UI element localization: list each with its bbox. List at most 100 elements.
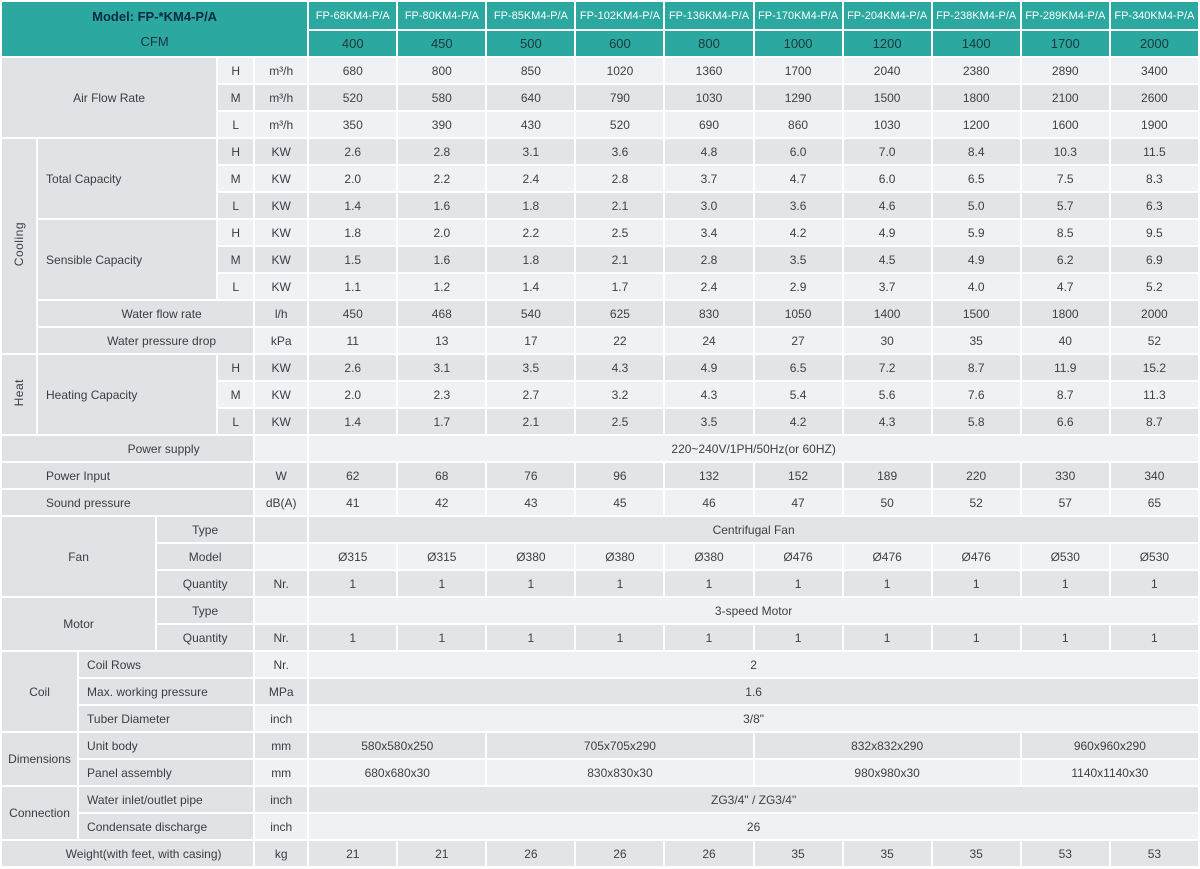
- row-label-max-working-pressure: Max. working pressure: [77, 677, 256, 706]
- value-cell: 2.8: [574, 164, 666, 193]
- value-cell: 47: [752, 488, 844, 517]
- value-cell: 1: [930, 623, 1022, 652]
- value-cell: 7.2: [841, 353, 933, 382]
- row-label-air-flow-rate: Air Flow Rate: [0, 56, 219, 139]
- row-label-power-input: Power Input: [0, 461, 256, 490]
- value-cell: Ø380: [574, 542, 666, 571]
- value-cell: 860: [752, 110, 844, 139]
- value-cell: 76: [485, 461, 577, 490]
- unit-label: kg: [253, 839, 310, 868]
- value-cell: 189: [841, 461, 933, 490]
- value-cell: ZG3/4" / ZG3/4": [307, 785, 1200, 814]
- unit-label: KW: [253, 245, 310, 274]
- column-header-model: FP-136KM4-P/A: [663, 0, 755, 31]
- row-label-tuber-diameter: Tuber Diameter: [77, 704, 256, 733]
- value-cell: 1.4: [307, 191, 399, 220]
- value-cell: 11.5: [1108, 137, 1200, 166]
- speed-label: M: [216, 164, 256, 193]
- column-header-model: FP-68KM4-P/A: [307, 0, 399, 31]
- value-cell: 5.7: [1019, 191, 1111, 220]
- vertical-text: Heat: [12, 379, 26, 407]
- value-cell: 43: [485, 488, 577, 517]
- value-cell: 35: [930, 839, 1022, 868]
- value-cell: 830x830x30: [485, 758, 755, 787]
- value-cell: 7.6: [930, 380, 1022, 409]
- value-cell: 3.5: [663, 407, 755, 436]
- value-cell: 3/8": [307, 704, 1200, 733]
- value-cell: 6.0: [841, 164, 933, 193]
- value-cell: 1.4: [485, 272, 577, 301]
- unit-label: KW: [253, 380, 310, 409]
- value-cell: 5.2: [1108, 272, 1200, 301]
- speed-label: L: [216, 110, 256, 139]
- value-cell: 6.2: [1019, 245, 1111, 274]
- vertical-text: Cooling: [12, 222, 26, 267]
- value-cell: 3.5: [752, 245, 844, 274]
- value-cell: 41: [307, 488, 399, 517]
- row-label-coil-rows: Coil Rows: [77, 650, 256, 679]
- value-cell: 10.3: [1019, 137, 1111, 166]
- unit-label: inch: [253, 785, 310, 814]
- category-heat: Heat: [0, 353, 39, 436]
- row-label-sensible-capacity: Sensible Capacity: [36, 218, 219, 301]
- value-cell: 1900: [1108, 110, 1200, 139]
- value-cell: 390: [396, 110, 488, 139]
- value-cell: 4.9: [841, 218, 933, 247]
- value-cell: 1290: [752, 83, 844, 112]
- value-cell: 4.8: [663, 137, 755, 166]
- value-cell: 40: [1019, 326, 1111, 355]
- value-cell: 520: [307, 83, 399, 112]
- value-cell: 132: [663, 461, 755, 490]
- value-cell: 1500: [930, 299, 1022, 328]
- value-cell: 26: [307, 812, 1200, 841]
- value-cell: 3.7: [841, 272, 933, 301]
- value-cell: 4.9: [663, 353, 755, 382]
- unit-label: kPa: [253, 326, 310, 355]
- row-label-motor-quantity: Quantity: [155, 623, 256, 652]
- unit-label: Nr.: [253, 650, 310, 679]
- value-cell: 5.8: [930, 407, 1022, 436]
- value-cell: 152: [752, 461, 844, 490]
- value-cell: 24: [663, 326, 755, 355]
- value-cell: 4.3: [663, 380, 755, 409]
- value-cell: 3.5: [485, 353, 577, 382]
- row-label-sound-pressure: Sound pressure: [0, 488, 256, 517]
- value-cell: 1: [574, 623, 666, 652]
- speed-label: M: [216, 83, 256, 112]
- value-cell: 2.9: [752, 272, 844, 301]
- value-cell: 4.3: [574, 353, 666, 382]
- value-cell: 2.3: [396, 380, 488, 409]
- value-cell: 1: [841, 569, 933, 598]
- value-cell: 1050: [752, 299, 844, 328]
- speed-label: H: [216, 56, 256, 85]
- value-cell: 2.6: [307, 137, 399, 166]
- unit-label: [253, 596, 310, 625]
- value-cell: 8.7: [930, 353, 1022, 382]
- value-cell: 21: [396, 839, 488, 868]
- value-cell: 2.8: [396, 137, 488, 166]
- row-label-motor: Motor: [0, 596, 158, 652]
- column-header-cfm: 400: [307, 29, 399, 58]
- row-label-connection: Connection: [0, 785, 80, 841]
- value-cell: 4.5: [841, 245, 933, 274]
- value-cell: 15.2: [1108, 353, 1200, 382]
- value-cell: 4.3: [841, 407, 933, 436]
- value-cell: 1.7: [574, 272, 666, 301]
- value-cell: 1.2: [396, 272, 488, 301]
- column-header-cfm: 450: [396, 29, 488, 58]
- value-cell: 1020: [574, 56, 666, 85]
- value-cell: 520: [574, 110, 666, 139]
- value-cell: 5.4: [752, 380, 844, 409]
- value-cell: 6.5: [930, 164, 1022, 193]
- value-cell: 800: [396, 56, 488, 85]
- speed-label: H: [216, 218, 256, 247]
- value-cell: Ø530: [1108, 542, 1200, 571]
- value-cell: 22: [574, 326, 666, 355]
- value-cell: 3.6: [574, 137, 666, 166]
- unit-label: mm: [253, 758, 310, 787]
- value-cell: 1: [307, 569, 399, 598]
- unit-label: KW: [253, 353, 310, 382]
- value-cell: 45: [574, 488, 666, 517]
- value-cell: 1140x1140x30: [1019, 758, 1200, 787]
